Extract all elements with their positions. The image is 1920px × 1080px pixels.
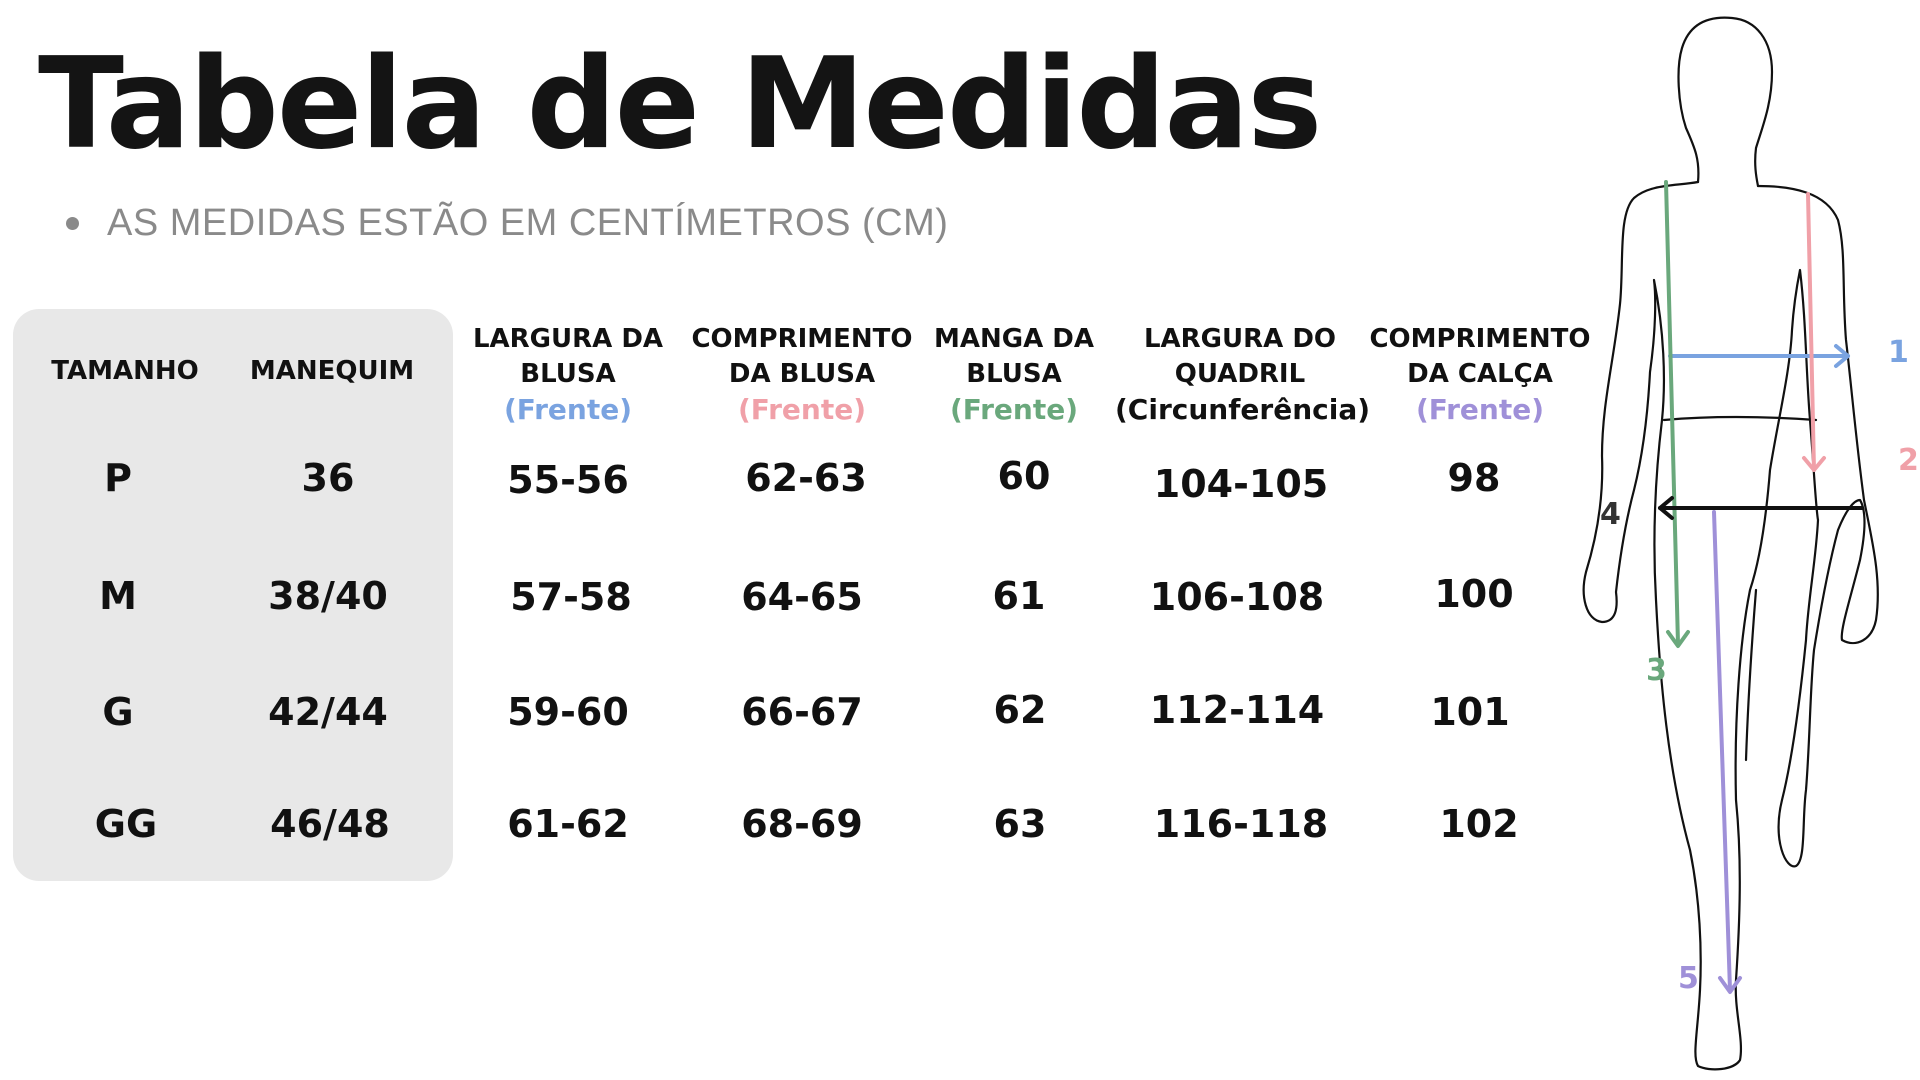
cell-manequim: 46/48 xyxy=(270,802,390,846)
header-tamanho: TAMANHO xyxy=(40,354,210,389)
header-largura-quadril-sub: (Circunferência) xyxy=(1115,393,1371,426)
header-comprimento-calca-sub: (Frente) xyxy=(1415,393,1545,426)
cell-comprimento-blusa: 64-65 xyxy=(741,575,863,619)
cell-manequim: 42/44 xyxy=(268,690,388,734)
size-column-panel xyxy=(13,309,453,881)
arrow-1-head xyxy=(1834,344,1850,368)
cell-comprimento-calca: 102 xyxy=(1439,802,1519,846)
figure-head-outline xyxy=(1677,16,1774,188)
arrow-5-head xyxy=(1718,976,1742,994)
header-largura-blusa: LARGURA DA BLUSA (Frente) xyxy=(468,322,668,427)
label-1: 1 xyxy=(1888,335,1909,370)
header-manga-blusa-line1: MANGA DA xyxy=(934,324,1094,354)
header-largura-quadril-line1: LARGURA DO xyxy=(1143,324,1337,354)
label-2: 2 xyxy=(1898,443,1919,478)
cell-largura-quadril: 112-114 xyxy=(1149,688,1325,732)
header-comprimento-blusa-sub: (Frente) xyxy=(737,393,867,426)
cell-manga-blusa: 61 xyxy=(992,574,1046,618)
cell-comprimento-blusa: 68-69 xyxy=(741,802,863,846)
label-3: 3 xyxy=(1646,653,1667,688)
header-manga-blusa-line2: BLUSA xyxy=(966,359,1062,389)
header-manequim: MANEQUIM xyxy=(232,354,432,389)
header-tamanho-label: TAMANHO xyxy=(51,356,199,386)
cell-manequim: 38/40 xyxy=(268,574,388,618)
cell-largura-blusa: 61-62 xyxy=(507,802,629,846)
cell-size: G xyxy=(102,690,134,734)
header-manequim-label: MANEQUIM xyxy=(249,356,415,386)
cell-comprimento-calca: 101 xyxy=(1430,690,1510,734)
bullet-icon xyxy=(66,217,79,230)
cell-size: GG xyxy=(94,802,158,846)
header-largura-blusa-sub: (Frente) xyxy=(503,393,633,426)
cell-size: M xyxy=(99,574,137,618)
cell-comprimento-calca: 100 xyxy=(1434,572,1514,616)
header-comprimento-blusa-line2: DA BLUSA xyxy=(728,359,876,389)
header-largura-quadril-line2: QUADRIL xyxy=(1174,359,1306,389)
page-title: Tabela de Medidas xyxy=(38,30,1322,177)
header-manga-blusa: MANGA DA BLUSA (Frente) xyxy=(924,322,1104,427)
figure-waist-line xyxy=(1662,415,1818,422)
cell-comprimento-blusa: 66-67 xyxy=(741,690,863,734)
arrow-4-head xyxy=(1658,496,1674,520)
label-5: 5 xyxy=(1678,961,1699,996)
header-comprimento-calca-line2: DA CALÇA xyxy=(1407,359,1553,389)
cell-largura-blusa: 57-58 xyxy=(510,575,632,619)
header-largura-blusa-line1: LARGURA DA xyxy=(472,324,664,354)
cell-largura-blusa: 59-60 xyxy=(507,690,629,734)
arrow-3-head xyxy=(1666,630,1690,648)
header-comprimento-blusa-line1: COMPRIMENTO xyxy=(691,324,913,354)
header-manga-blusa-sub: (Frente) xyxy=(949,393,1079,426)
arrow-2-line xyxy=(1806,192,1816,472)
figure-body-outline xyxy=(1582,180,1879,1071)
header-comprimento-blusa: COMPRIMENTO DA BLUSA (Frente) xyxy=(682,322,922,427)
cell-size: P xyxy=(104,456,132,500)
figure-inner-leg xyxy=(1744,588,1758,762)
header-comprimento-calca: COMPRIMENTO DA CALÇA (Frente) xyxy=(1360,322,1600,427)
label-4: 4 xyxy=(1600,497,1621,532)
units-note-text: AS MEDIDAS ESTÃO EM CENTÍMETROS (CM) xyxy=(107,202,949,244)
cell-manga-blusa: 60 xyxy=(997,454,1051,498)
arrow-2-head xyxy=(1802,456,1826,472)
cell-manga-blusa: 63 xyxy=(993,802,1047,846)
cell-comprimento-blusa: 62-63 xyxy=(745,456,867,500)
body-measurement-figure: 1 2 3 4 5 xyxy=(1560,0,1920,1080)
cell-manga-blusa: 62 xyxy=(993,688,1047,732)
arrow-5-line xyxy=(1712,510,1732,992)
header-comprimento-calca-line1: COMPRIMENTO xyxy=(1369,324,1591,354)
cell-manequim: 36 xyxy=(301,456,355,500)
header-largura-quadril: LARGURA DO QUADRIL (Circunferência) xyxy=(1115,322,1371,427)
cell-largura-quadril: 104-105 xyxy=(1153,462,1329,506)
units-note: AS MEDIDAS ESTÃO EM CENTÍMETROS (CM) xyxy=(66,202,948,245)
cell-comprimento-calca: 98 xyxy=(1447,456,1501,500)
cell-largura-blusa: 55-56 xyxy=(507,458,629,502)
arrow-3-line xyxy=(1664,180,1680,646)
header-largura-blusa-line2: BLUSA xyxy=(520,359,616,389)
cell-largura-quadril: 106-108 xyxy=(1149,575,1325,619)
cell-largura-quadril: 116-118 xyxy=(1153,802,1329,846)
